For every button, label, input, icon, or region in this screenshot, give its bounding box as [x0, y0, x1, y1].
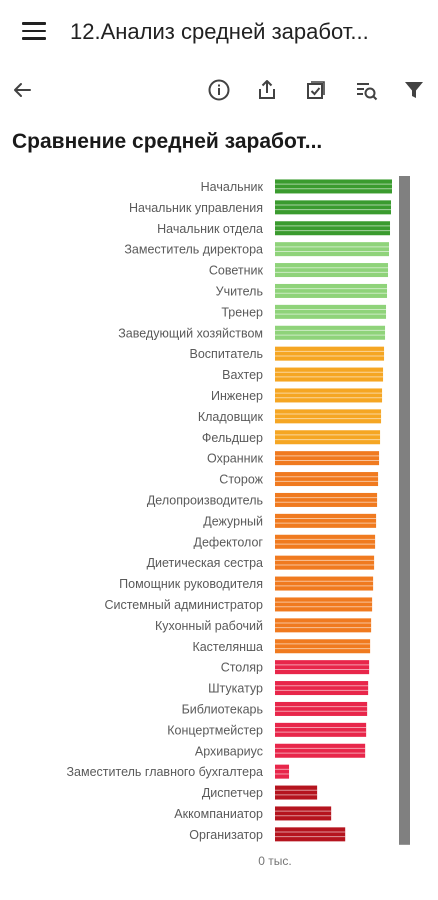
category-label: Помощник руководителя [119, 577, 263, 591]
bar[interactable] [275, 827, 346, 842]
category-label: Диетическая сестра [147, 556, 263, 570]
chart-title: Сравнение средней заработ... [12, 130, 323, 153]
bar[interactable] [275, 304, 387, 319]
bar[interactable] [275, 806, 332, 821]
category-label: Начальник [201, 180, 264, 194]
bar[interactable] [275, 555, 375, 570]
back-arrow-icon[interactable] [8, 76, 36, 104]
bar[interactable] [275, 785, 318, 800]
bar[interactable] [275, 597, 373, 612]
bar[interactable] [275, 639, 371, 654]
bar[interactable] [275, 451, 380, 466]
category-label: Начальник управления [129, 201, 263, 215]
hamburger-menu-icon[interactable] [22, 22, 46, 42]
bar[interactable] [275, 701, 368, 716]
bar[interactable] [275, 367, 384, 382]
category-label: Вахтер [222, 368, 263, 382]
category-label: Системный администратор [104, 598, 263, 612]
category-label: Воспитатель [190, 347, 263, 361]
bar-chart[interactable]: Начальник Начальник управления Начальник о… [0, 168, 438, 880]
category-label: Заместитель главного бухгалтера [67, 765, 264, 779]
category-label: Делопроизводитель [147, 493, 263, 507]
category-label: Столяр [221, 661, 263, 675]
app-title: 12.Анализ средней заработ... [70, 19, 369, 44]
category-label: Организатор [189, 828, 263, 842]
bar[interactable] [275, 576, 374, 591]
bar[interactable] [275, 242, 390, 257]
app-bar: 12.Анализ средней заработ... [0, 0, 438, 64]
category-label: Заведующий хозяйством [118, 326, 263, 340]
bar[interactable] [275, 388, 383, 403]
bar[interactable] [275, 409, 382, 424]
info-icon[interactable] [205, 76, 233, 104]
bar[interactable] [275, 764, 290, 779]
x-tick-label: 0 тыс. [258, 854, 291, 868]
bar[interactable] [275, 346, 385, 361]
category-label: Кастелянша [192, 640, 263, 654]
category-label: Фельдшер [202, 431, 263, 445]
bar[interactable] [275, 200, 392, 215]
bar[interactable] [275, 534, 376, 549]
category-label: Концертмейстер [167, 723, 263, 737]
category-label: Инженер [211, 389, 263, 403]
category-label: Учитель [216, 284, 263, 298]
category-label: Кухонный рабочий [155, 619, 263, 633]
category-label: Аккомпаниатор [174, 807, 263, 821]
bar[interactable] [275, 283, 388, 298]
category-label: Кладовщик [198, 410, 264, 424]
category-label: Начальник отдела [157, 222, 263, 236]
category-label: Тренер [221, 305, 263, 319]
toolbar [0, 70, 438, 110]
category-label: Заместитель директора [124, 243, 263, 257]
category-label: Дефектолог [194, 535, 264, 549]
category-label: Дежурный [203, 514, 263, 528]
chart-svg: Начальник Начальник управления Начальник о… [67, 176, 410, 868]
category-label: Диспетчер [202, 786, 263, 800]
filter-icon[interactable] [400, 76, 428, 104]
bar[interactable] [275, 472, 379, 487]
bar[interactable] [275, 492, 378, 507]
category-label: Библиотекарь [182, 702, 263, 716]
category-label: Штукатур [208, 682, 263, 696]
bar[interactable] [275, 263, 389, 278]
select-icon[interactable] [302, 76, 330, 104]
bar[interactable] [275, 681, 369, 696]
bar[interactable] [275, 325, 386, 340]
search-filter-icon[interactable] [352, 76, 380, 104]
category-label: Архивариус [195, 744, 263, 758]
category-label: Советник [209, 264, 264, 278]
share-icon[interactable] [253, 76, 281, 104]
bar[interactable] [275, 722, 367, 737]
bar[interactable] [275, 618, 372, 633]
bar[interactable] [275, 179, 392, 194]
chart-scrollbar[interactable] [399, 176, 410, 845]
bar[interactable] [275, 430, 381, 445]
bar[interactable] [275, 660, 370, 675]
bar[interactable] [275, 743, 366, 758]
category-label: Охранник [207, 452, 264, 466]
bar[interactable] [275, 221, 391, 236]
category-label: Сторож [219, 473, 263, 487]
bar[interactable] [275, 513, 377, 528]
